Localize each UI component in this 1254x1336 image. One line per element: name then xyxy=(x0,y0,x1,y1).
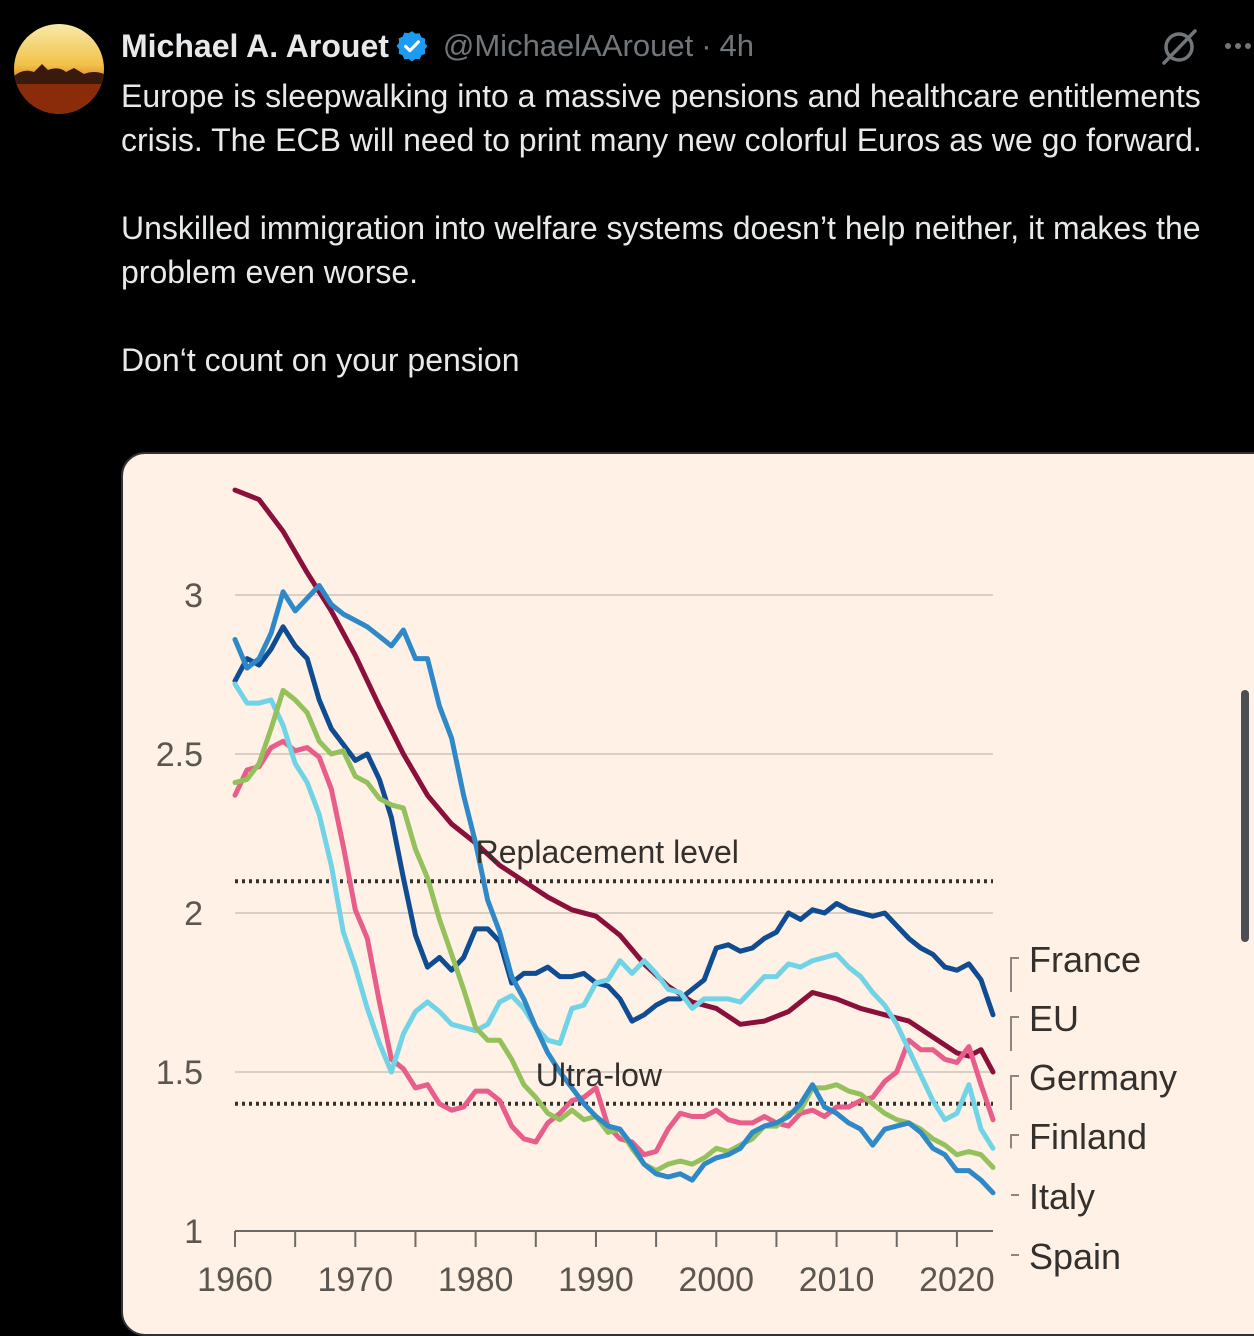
series-label-france: France xyxy=(1029,939,1141,980)
label-connector xyxy=(1010,1016,1019,1051)
label-connector xyxy=(1010,957,1019,992)
label-connector xyxy=(1010,1134,1019,1149)
tweet-paragraph-3: Don‘t count on your pension xyxy=(121,342,520,378)
series-label-germany: Germany xyxy=(1029,1057,1177,1098)
y-tick-label: 2 xyxy=(184,895,203,933)
tweet-text: Europe is sleepwalking into a massive pe… xyxy=(121,74,1241,382)
timestamp[interactable]: 4h xyxy=(719,28,755,63)
series-label-spain: Spain xyxy=(1029,1236,1121,1277)
label-connector xyxy=(1010,1075,1019,1110)
author-handle[interactable]: @MichaelAArouet xyxy=(442,28,694,63)
x-tick-label: 2000 xyxy=(678,1261,754,1299)
verified-badge-icon[interactable] xyxy=(395,29,429,63)
series-line-italy xyxy=(232,687,996,1174)
series-label-eu: EU xyxy=(1029,998,1079,1039)
grok-icon[interactable] xyxy=(1158,26,1200,68)
y-tick-label: 1 xyxy=(184,1213,203,1251)
x-tick-label: 2020 xyxy=(919,1261,995,1299)
series-label-italy: Italy xyxy=(1029,1176,1095,1217)
tweet-header: Michael A. Arouet @MichaelAArouet · 4h xyxy=(121,26,754,66)
x-tick-label: 1990 xyxy=(558,1261,634,1299)
x-tick-label: 2010 xyxy=(799,1261,875,1299)
x-tick-label: 1970 xyxy=(317,1261,393,1299)
series-line-eu xyxy=(232,487,996,1075)
x-tick-label: 1960 xyxy=(197,1261,273,1299)
series-label-finland: Finland xyxy=(1029,1116,1147,1157)
tweet-media-chart[interactable]: 1 1.5 2 2.5 3 1960 1970 1980 1990 2000 2010 2020 Re… xyxy=(121,452,1254,1336)
x-tick-label: 1980 xyxy=(438,1261,514,1299)
ultra-low-label: Ultra-low xyxy=(536,1057,663,1093)
fertility-chart: 1 1.5 2 2.5 3 1960 1970 1980 1990 2000 2010 2020 Re… xyxy=(156,487,1177,1299)
y-tick-label: 3 xyxy=(184,577,203,615)
avatar[interactable] xyxy=(14,24,104,114)
scrollbar[interactable] xyxy=(1241,690,1249,942)
tweet-paragraph-1: Europe is sleepwalking into a massive pe… xyxy=(121,78,1202,158)
avatar-image xyxy=(14,24,104,114)
tweet-paragraph-2: Unskilled immigration into welfare syste… xyxy=(121,210,1201,290)
separator-dot: · xyxy=(701,28,712,63)
series-line-spain xyxy=(232,583,996,1196)
author-name[interactable]: Michael A. Arouet xyxy=(121,27,389,64)
replacement-level-label: Replacement level xyxy=(476,834,739,870)
y-tick-label: 1.5 xyxy=(156,1054,203,1092)
more-icon[interactable] xyxy=(1222,30,1254,62)
series-line-france xyxy=(232,624,996,1024)
y-tick-label: 2.5 xyxy=(156,736,203,774)
series-line-finland xyxy=(232,681,996,1151)
